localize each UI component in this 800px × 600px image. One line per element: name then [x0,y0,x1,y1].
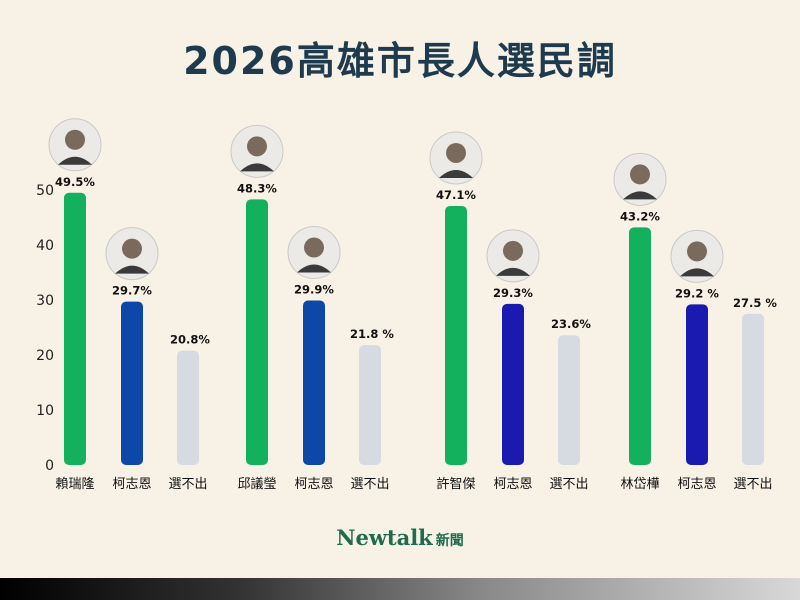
bar [742,313,764,465]
page-title: 2026高雄市長人選民調 [183,39,617,83]
bar-value-label: 21.8 % [350,327,394,341]
avatar-shoulders [439,169,473,178]
category-label: 柯志恩 [294,477,333,492]
avatar-head [304,237,324,258]
avatar-shoulders [115,265,149,274]
bar [445,205,467,465]
bar-value-label: 43.2% [620,209,660,223]
y-tick-label: 10 [36,403,54,419]
avatar-head [630,164,650,185]
y-tick-label: 20 [36,348,54,364]
avatar-shoulders [240,163,274,172]
category-label: 許智傑 [436,477,475,492]
avatar-shoulders [297,264,331,273]
bar [177,350,199,465]
bar-value-label: 29.7% [112,284,152,298]
bar-value-label: 20.8% [170,333,210,347]
avatar-head [247,136,267,157]
category-label: 選不出 [350,477,389,492]
brand-name: Newtalk [336,525,433,550]
avatar-head [446,142,466,163]
category-label: 選不出 [733,477,772,492]
category-label: 邱議瑩 [237,477,276,492]
avatar-head [687,241,707,262]
bar [121,301,143,465]
y-tick-label: 40 [36,238,54,254]
bar-value-label: 29.2 % [675,286,719,300]
bar [359,345,381,465]
bar [246,199,268,465]
bar-value-label: 47.1% [436,188,476,202]
footer-gradient-bar [0,578,800,600]
brand-suffix: 新聞 [435,533,464,549]
bar-value-label: 48.3% [237,181,277,195]
category-label: 林岱樺 [620,477,659,492]
category-label: 選不出 [549,477,588,492]
bar [64,192,86,465]
y-tick-label: 0 [45,458,54,474]
bar-value-label: 29.3% [493,286,533,300]
bar-value-label: 49.5% [55,175,95,189]
y-tick-label: 30 [36,293,54,309]
category-label: 柯志恩 [677,477,716,492]
avatar-shoulders [623,191,657,200]
bar [558,335,580,465]
avatar-head [503,240,523,261]
avatar-shoulders [496,267,530,276]
bar-value-label: 27.5 % [733,296,777,310]
bar [629,227,651,465]
category-label: 賴瑞隆 [55,477,94,492]
bar [303,300,325,465]
avatar-shoulders [680,268,714,277]
avatar-shoulders [58,156,92,165]
bar [502,303,524,465]
category-label: 選不出 [168,477,207,492]
bar-value-label: 29.9% [294,283,334,297]
category-label: 柯志恩 [112,477,151,492]
y-tick-label: 50 [36,183,54,199]
bar [686,304,708,465]
category-label: 柯志恩 [493,477,532,492]
brand-logo: Newtalk 新聞 [0,525,800,550]
bar-value-label: 23.6% [551,317,591,331]
avatar-head [65,129,85,150]
avatar-head [122,238,142,259]
